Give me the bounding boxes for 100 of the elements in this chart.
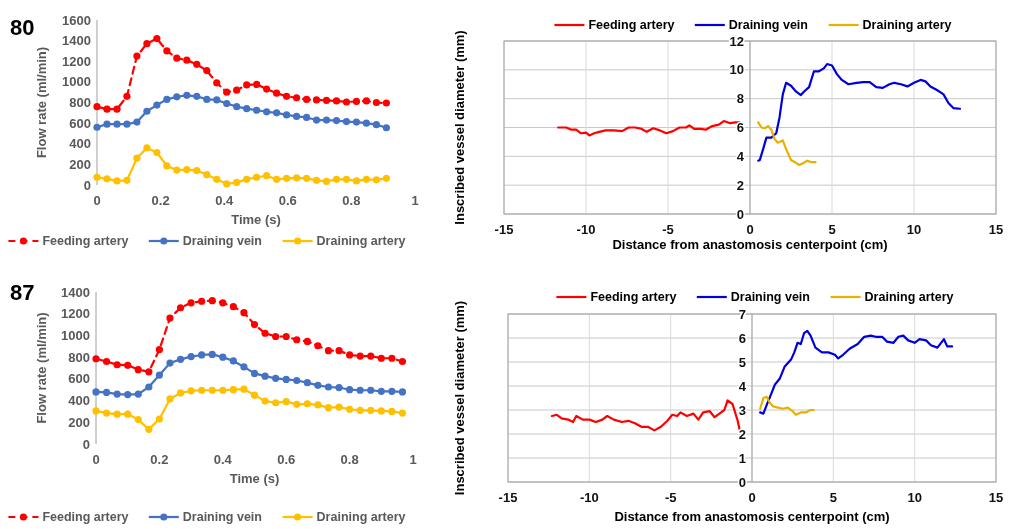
point <box>335 383 343 392</box>
point <box>253 80 261 89</box>
x-axis-title: Time (s) <box>229 471 280 486</box>
point <box>213 79 221 87</box>
point <box>312 116 321 124</box>
y-tick-label: 800 <box>68 349 90 365</box>
y-tick-label: 7 <box>738 306 746 322</box>
point <box>103 175 111 183</box>
x-tick-label: 0.4 <box>215 193 234 208</box>
point <box>314 381 322 389</box>
point <box>324 347 333 355</box>
x-tick-label: 1 <box>411 193 419 208</box>
point <box>303 379 311 387</box>
point <box>302 113 311 122</box>
point <box>243 81 251 89</box>
point <box>372 176 380 184</box>
point <box>342 175 351 183</box>
point <box>273 109 281 117</box>
point <box>166 359 174 367</box>
x-tick-label: 0 <box>748 490 756 505</box>
point <box>223 99 231 108</box>
point <box>342 98 351 106</box>
point <box>103 105 111 113</box>
x-axis-title: Distance from anastomosis centerpoint (cm) <box>612 237 888 252</box>
point <box>219 386 227 394</box>
point <box>173 54 181 62</box>
y-tick-label: 200 <box>69 156 91 172</box>
point <box>282 111 291 119</box>
x-tick-label: -5 <box>662 222 674 237</box>
point <box>93 173 101 181</box>
legend-label: Draining vein <box>728 18 808 33</box>
point <box>155 345 163 354</box>
point <box>166 314 174 322</box>
point <box>362 175 371 183</box>
point <box>102 388 111 397</box>
point <box>302 95 311 104</box>
point <box>183 56 191 64</box>
y-tick-label: 0 <box>82 436 90 452</box>
point <box>183 91 191 99</box>
point <box>398 409 407 417</box>
point <box>134 366 142 374</box>
point <box>153 34 161 43</box>
point <box>377 354 385 362</box>
y-tick-label: 1200 <box>62 53 91 69</box>
point <box>93 123 101 131</box>
legend-label: Draining vein <box>182 510 262 525</box>
point <box>124 391 132 399</box>
y-tick-label: 6 <box>736 120 744 136</box>
point <box>183 165 191 174</box>
x-tick-label: 0.8 <box>340 452 359 467</box>
y-tick-label: 12 <box>729 33 744 49</box>
x-tick-label: -5 <box>664 490 677 505</box>
legend-label: Draining artery <box>316 510 406 525</box>
point <box>272 399 280 407</box>
point <box>324 383 333 391</box>
point <box>398 357 407 366</box>
point <box>134 415 142 424</box>
legend-label: Draining artery <box>316 234 406 249</box>
y-tick-label: 0 <box>736 206 744 222</box>
point <box>123 92 131 100</box>
point <box>193 60 201 68</box>
point <box>273 175 281 183</box>
point <box>145 368 153 376</box>
point <box>229 386 237 394</box>
point <box>233 178 241 187</box>
point <box>203 66 211 75</box>
point <box>382 124 390 132</box>
point <box>314 342 322 350</box>
y-tick-label: 8 <box>736 91 744 107</box>
point <box>229 303 237 311</box>
point <box>163 95 171 104</box>
x-tick-label: 15 <box>988 222 1004 237</box>
legend-label: Feeding artery <box>42 510 129 525</box>
point <box>335 403 343 411</box>
point <box>223 88 231 96</box>
point <box>282 174 291 182</box>
point <box>332 116 341 125</box>
point <box>187 353 195 361</box>
y-tick-label: 0 <box>738 474 746 490</box>
point <box>388 387 396 395</box>
point <box>233 103 241 111</box>
x-tick-label: 0.6 <box>277 452 296 467</box>
point <box>250 369 259 378</box>
y-tick-label: 400 <box>68 393 90 409</box>
point <box>208 297 216 305</box>
point <box>273 89 281 97</box>
y-axis-title: Inscribed vessel diameter (mm) <box>452 300 467 496</box>
point <box>367 352 375 360</box>
x-tick-label: 1 <box>409 452 417 467</box>
point <box>145 425 153 433</box>
point <box>250 320 259 329</box>
point <box>382 99 390 107</box>
point <box>356 386 364 394</box>
point <box>93 103 101 111</box>
point <box>293 336 301 344</box>
point <box>263 108 271 116</box>
point <box>324 404 333 412</box>
point <box>303 337 311 345</box>
y-axis-title: Flow rate (ml/min) <box>34 46 49 159</box>
point <box>302 174 311 182</box>
